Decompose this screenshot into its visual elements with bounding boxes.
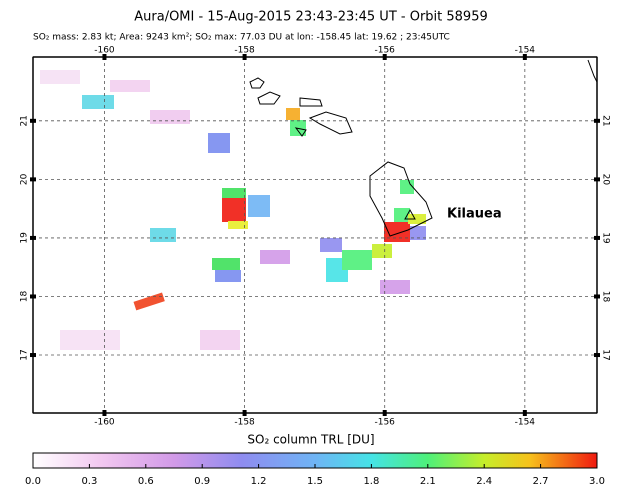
colorbar-tick-label: 0.0 [25, 476, 41, 487]
colorbar-tick-label: 3.0 [589, 476, 605, 487]
colorbar-label: SO₂ column TRL [DU] [247, 433, 374, 447]
x-tick-label: -158 [234, 418, 255, 428]
y-tick-label: 21 [601, 115, 611, 126]
y-tick-label: 20 [601, 174, 611, 186]
volcano-marker [404, 208, 416, 220]
x-tick-label: -158 [234, 46, 255, 56]
colorbar-tick-label: 2.1 [420, 476, 436, 487]
y-tick-label: 18 [601, 291, 611, 303]
colorbar-tick-label: 2.4 [476, 476, 492, 487]
y-tick-label: 17 [20, 349, 30, 360]
colorbar-tick-label: 0.6 [138, 476, 154, 487]
colorbar-tick-label: 1.5 [307, 476, 323, 487]
volcano-label: Kilauea [447, 207, 502, 222]
x-tick-label: -156 [374, 418, 395, 428]
x-tick-label: -154 [515, 418, 536, 428]
so2-pixels [40, 70, 426, 350]
colorbar-tick-label: 0.9 [194, 476, 210, 487]
y-tick-label: 17 [601, 349, 611, 360]
y-tick-label: 21 [20, 115, 30, 126]
colorbar-tick-label: 1.2 [251, 476, 267, 487]
subtitle: SO₂ mass: 2.83 kt; Area: 9243 km²; SO₂ m… [33, 33, 450, 43]
map-frame [32, 56, 598, 414]
title: Aura/OMI - 15-Aug-2015 23:43-23:45 UT - … [134, 10, 488, 25]
x-tick-label: -160 [94, 46, 115, 56]
colorbar-tick-label: 1.8 [363, 476, 379, 487]
y-tick-label: 20 [20, 173, 30, 185]
y-tick-label: 19 [601, 232, 611, 244]
y-tick-label: 18 [20, 290, 30, 302]
x-tick-label: -154 [515, 46, 536, 56]
x-tick-label: -160 [94, 418, 115, 428]
y-tick-label: 19 [20, 232, 30, 244]
colorbar-tick-label: 0.3 [81, 476, 97, 487]
colorbar-tick-label: 2.7 [533, 476, 549, 487]
coastlines [249, 59, 598, 237]
x-tick-label: -156 [374, 46, 395, 56]
